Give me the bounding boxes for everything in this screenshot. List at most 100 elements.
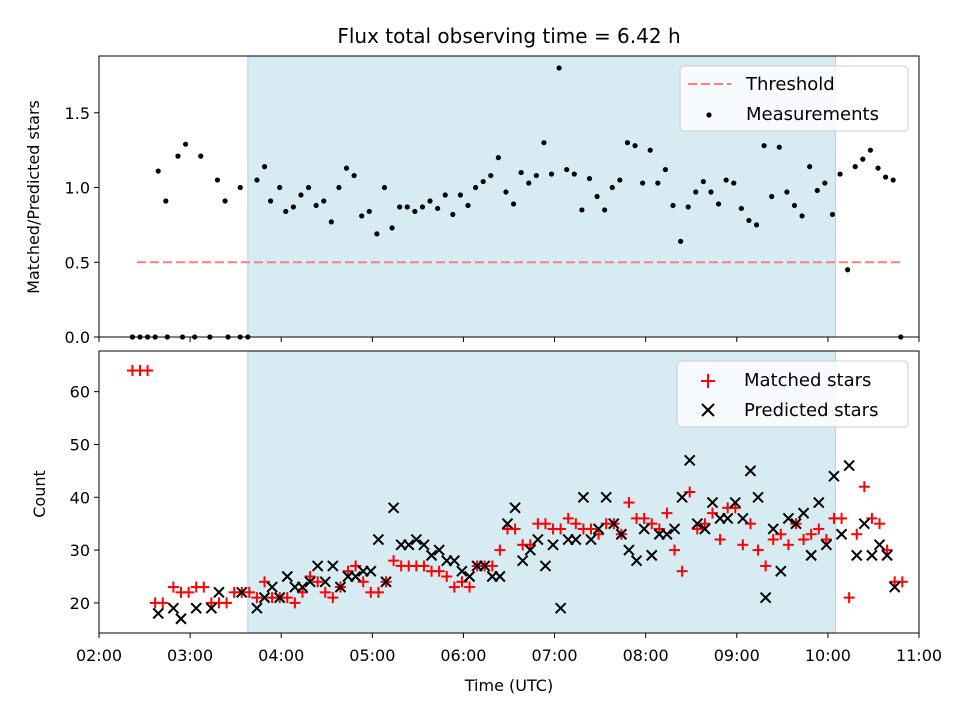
predicted-star-point	[820, 539, 833, 551]
predicted-star-point	[888, 581, 901, 593]
measurement-point	[254, 177, 260, 183]
matched-star-point	[312, 576, 324, 588]
matched-star-point	[183, 586, 195, 598]
matched-star-point	[699, 518, 711, 530]
measurement-point	[261, 164, 268, 170]
matched-star-point	[142, 365, 154, 377]
measurement-point	[799, 213, 805, 219]
top-panel: 0.0 0.5 1.0 1.5 Flux total observing time =…	[24, 24, 920, 347]
measurement-point	[495, 155, 501, 161]
legend-matched-label: Matched stars	[744, 370, 871, 391]
predicted-star-point	[296, 581, 309, 593]
legend-predicted-swatch	[701, 403, 715, 417]
measurement-point	[290, 204, 296, 210]
top-x-ticks	[98, 337, 920, 342]
measurement-point	[693, 189, 699, 195]
measurement-point	[488, 172, 494, 179]
predicted-star-point	[744, 465, 757, 477]
measurement-point	[860, 156, 866, 162]
matched-star-point	[319, 586, 331, 598]
measurement-point	[867, 147, 874, 153]
predicted-star-point	[456, 565, 468, 577]
predicted-star-point	[190, 602, 202, 614]
predicted-star-point	[699, 523, 711, 535]
top-y-ticks: 0.0 0.5 1.0 1.5	[65, 104, 99, 347]
measurement-point	[419, 204, 426, 210]
measurement-point	[465, 202, 471, 209]
measurement-point	[198, 153, 204, 159]
legend-measurements-label: Measurements	[746, 104, 879, 125]
predicted-star-point	[418, 539, 430, 551]
predicted-star-point	[577, 491, 590, 503]
measurement-point	[343, 165, 350, 171]
matched-star-point	[198, 581, 210, 593]
matched-star-point	[289, 597, 301, 609]
matched-star-point	[782, 539, 794, 551]
matched-star-point	[388, 555, 400, 567]
measurement-point	[283, 208, 289, 215]
measurement-point	[829, 211, 836, 218]
x-axis-label: Time (UTC)	[464, 676, 553, 695]
predicted-star-point	[835, 528, 848, 540]
predicted-star-point	[433, 544, 445, 556]
measurement-point	[882, 174, 889, 180]
x-tick-label: 11:00	[896, 646, 942, 665]
predicted-star-point	[516, 554, 529, 567]
predicted-star-point	[494, 570, 506, 583]
matched-star-point	[221, 597, 233, 609]
predicted-star-point	[805, 549, 817, 562]
measurement-point	[890, 177, 896, 183]
predicted-star-point	[327, 560, 339, 572]
matched-star-point	[372, 586, 384, 598]
measurement-point	[738, 205, 744, 212]
measurement-point	[822, 180, 828, 186]
measurement-point	[602, 207, 608, 213]
predicted-star-point	[630, 554, 643, 567]
predicted-stars-points	[152, 454, 901, 625]
matched-star-point	[243, 586, 255, 598]
measurement-point	[852, 164, 858, 170]
predicted-star-point	[524, 544, 536, 556]
matched-star-point	[714, 534, 726, 546]
predicted-star-point	[273, 591, 286, 604]
measurement-point	[450, 211, 456, 218]
predicted-star-point	[729, 496, 741, 509]
matched-star-point	[555, 523, 567, 535]
measurement-point	[328, 219, 334, 225]
measurement-point	[670, 202, 676, 209]
predicted-star-point	[478, 560, 491, 572]
matched-star-point	[433, 565, 445, 577]
bottom-axes-frame	[98, 350, 920, 634]
predicted-star-point	[638, 523, 650, 535]
y-tick-label: 50	[70, 435, 90, 454]
matched-star-point	[798, 534, 810, 546]
measurement-point	[685, 204, 691, 210]
measurement-point	[381, 184, 388, 191]
measurement-point	[510, 201, 517, 207]
matched-star-point	[760, 560, 772, 572]
predicted-star-point	[585, 533, 597, 546]
top-legend-box	[679, 65, 909, 132]
predicted-star-point	[463, 570, 476, 583]
measurement-point	[731, 180, 737, 186]
predicted-star-point	[152, 607, 164, 620]
predicted-star-point	[623, 544, 635, 556]
measurement-point	[313, 202, 319, 209]
predicted-star-point	[858, 517, 871, 530]
measurement-point	[397, 204, 403, 210]
bottom-legend-box	[676, 360, 909, 428]
measurement-point	[647, 147, 653, 153]
measurement-point	[837, 171, 843, 177]
predicted-star-point	[554, 602, 567, 614]
measurement-point	[556, 65, 562, 71]
x-tick-label: 04:00	[258, 646, 304, 665]
predicted-star-point	[251, 602, 263, 614]
predicted-star-point	[372, 533, 385, 546]
predicted-star-point	[380, 576, 392, 588]
measurement-point	[175, 153, 181, 159]
measurement-point	[708, 189, 714, 195]
matched-star-point	[167, 581, 179, 593]
matched-star-point	[737, 539, 749, 551]
measurement-point	[336, 184, 342, 191]
predicted-star-point	[349, 570, 362, 583]
